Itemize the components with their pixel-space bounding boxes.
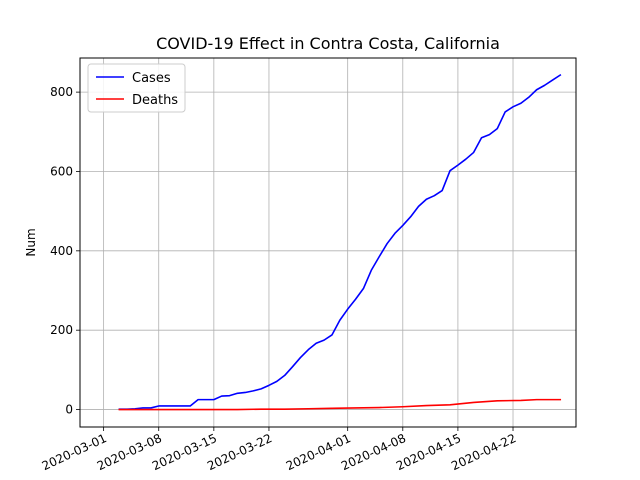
y-tick-label: 400 xyxy=(50,244,73,258)
chart-title: COVID-19 Effect in Contra Costa, Califor… xyxy=(156,34,500,53)
plot-frame xyxy=(79,57,577,428)
series-layer xyxy=(118,73,562,411)
legend-label-cases: Cases xyxy=(132,71,171,86)
legend-box xyxy=(87,63,186,113)
series-line-deaths xyxy=(118,398,562,411)
y-tick-label: 0 xyxy=(65,403,73,417)
series-line-cases xyxy=(118,73,562,410)
legend: Cases Deaths xyxy=(87,63,186,113)
y-axis-label: Num xyxy=(24,228,38,256)
y-tick-label: 200 xyxy=(50,323,73,337)
legend-label-deaths: Deaths xyxy=(132,93,178,108)
y-tick-label: 600 xyxy=(50,164,73,178)
y-tick-label: 800 xyxy=(50,85,73,99)
